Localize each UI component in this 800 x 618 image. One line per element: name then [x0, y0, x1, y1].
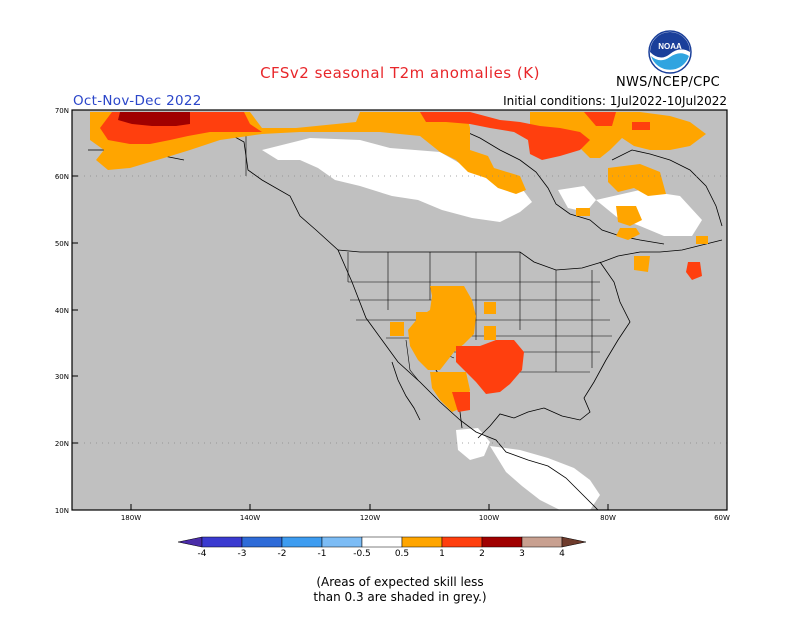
- colorbar-segment: [321, 536, 363, 548]
- map-title: CFSv2 seasonal T2m anomalies (K): [260, 64, 540, 82]
- lat-label: 60N: [55, 173, 69, 181]
- skill-note-line1: (Areas of expected skill less: [316, 575, 484, 589]
- colorbar-arrow-right: [561, 536, 587, 548]
- land-outlines: [88, 125, 723, 510]
- season-label: Oct-Nov-Dec 2022: [73, 93, 202, 109]
- lon-label: 100W: [479, 514, 499, 522]
- neutral-land-regions: [262, 138, 702, 510]
- colorbar-segment: [361, 536, 403, 548]
- agency-label: NWS/NCEP/CPC: [616, 75, 721, 90]
- colorbar-tick-label: -1: [318, 549, 327, 559]
- colorbar-tick-label: -0.5: [353, 549, 371, 559]
- lon-label: 180W: [121, 514, 141, 522]
- colorbar-segment: [441, 536, 483, 548]
- lat-label: 70N: [55, 107, 69, 115]
- lon-label: 120W: [360, 514, 380, 522]
- lat-ticks: [72, 109, 78, 511]
- colorbar-tick-label: -2: [278, 549, 287, 559]
- colorbar-segment: [241, 536, 283, 548]
- noaa-logo: NOAA: [648, 30, 692, 74]
- colorbar-segment: [401, 536, 443, 548]
- colorbar-tick-label: -3: [238, 549, 247, 559]
- logo-text: NOAA: [658, 42, 682, 51]
- anomaly-shading-positive: [90, 112, 708, 412]
- colorbar-arrow-left: [177, 536, 203, 548]
- colorbar-segment: [201, 536, 243, 548]
- colorbar: [177, 536, 587, 548]
- colorbar-segment: [521, 536, 563, 548]
- colorbar-tick-label: 4: [559, 549, 565, 559]
- lon-axis-labels: 180W 140W 120W 100W 80W 60W: [121, 514, 730, 522]
- colorbar-tick-label: 1: [439, 549, 445, 559]
- colorbar-tick-label: 2: [479, 549, 485, 559]
- colorbar-tick-label: 0.5: [395, 549, 409, 559]
- colorbar-tick-label: 3: [519, 549, 525, 559]
- lon-ticks: [130, 504, 728, 510]
- lat-axis-labels: 70N 60N 50N 40N 30N 20N 10N: [55, 107, 69, 515]
- lat-label: 50N: [55, 240, 69, 248]
- colorbar-segment: [481, 536, 523, 548]
- map-area: [72, 110, 727, 510]
- colorbar-tick-label: -4: [198, 549, 207, 559]
- lat-label: 20N: [55, 440, 69, 448]
- initial-conditions-label: Initial conditions: 1Jul2022-10Jul2022: [503, 94, 727, 108]
- skill-note-line2: than 0.3 are shaded in grey.): [313, 590, 487, 604]
- lat-label: 10N: [55, 507, 69, 515]
- lon-label: 80W: [600, 514, 616, 522]
- lat-label: 40N: [55, 307, 69, 315]
- colorbar-segment: [281, 536, 323, 548]
- lon-label: 140W: [240, 514, 260, 522]
- colorbar-labels: -4 -3 -2 -1 -0.5 0.5 1 2 3 4: [198, 549, 566, 559]
- lat-label: 30N: [55, 373, 69, 381]
- lon-label: 60W: [714, 514, 730, 522]
